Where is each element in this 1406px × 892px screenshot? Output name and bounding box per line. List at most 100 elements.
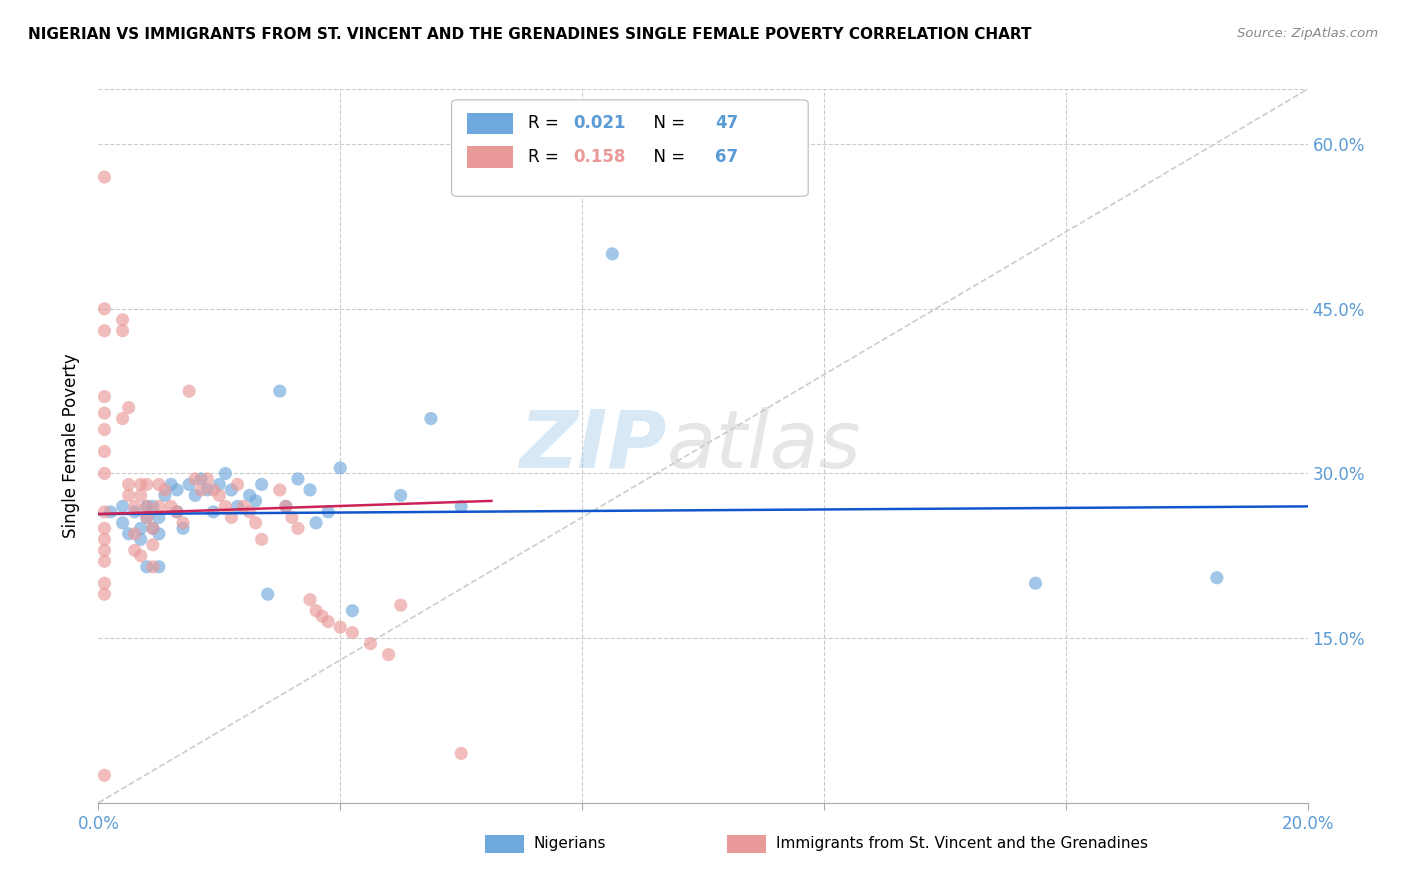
Text: 67: 67 xyxy=(716,148,738,166)
Point xyxy=(111,500,134,514)
Point xyxy=(342,604,364,618)
Point xyxy=(221,483,243,497)
Point xyxy=(93,543,115,558)
Point xyxy=(93,444,115,458)
Text: Immigrants from St. Vincent and the Grenadines: Immigrants from St. Vincent and the Gren… xyxy=(776,836,1147,851)
Point xyxy=(93,505,115,519)
Point xyxy=(129,521,152,535)
Point xyxy=(93,587,115,601)
Point xyxy=(239,505,262,519)
Point xyxy=(124,526,146,541)
Point xyxy=(93,301,115,316)
Point xyxy=(316,505,339,519)
Text: ZIP: ZIP xyxy=(519,407,666,485)
Point xyxy=(329,461,352,475)
Point xyxy=(118,401,141,415)
Point xyxy=(232,500,254,514)
Point xyxy=(450,747,472,761)
Point xyxy=(93,406,115,420)
Point xyxy=(148,510,170,524)
Point xyxy=(179,384,201,398)
Text: NIGERIAN VS IMMIGRANTS FROM ST. VINCENT AND THE GRENADINES SINGLE FEMALE POVERTY: NIGERIAN VS IMMIGRANTS FROM ST. VINCENT … xyxy=(28,27,1032,42)
Point xyxy=(184,472,207,486)
Point xyxy=(195,483,218,497)
Point xyxy=(148,500,170,514)
Point xyxy=(226,477,249,491)
Text: R =: R = xyxy=(527,148,564,166)
Point xyxy=(124,505,146,519)
Point xyxy=(195,472,218,486)
Point xyxy=(93,533,115,547)
Point xyxy=(221,510,243,524)
Bar xyxy=(467,112,513,134)
Point xyxy=(329,620,352,634)
Point xyxy=(135,510,157,524)
Point xyxy=(124,500,146,514)
Point xyxy=(118,477,141,491)
Point xyxy=(142,538,165,552)
Point xyxy=(118,488,141,502)
Point xyxy=(226,500,249,514)
Point xyxy=(342,625,364,640)
Bar xyxy=(467,146,513,168)
Point xyxy=(360,637,382,651)
Point xyxy=(208,477,231,491)
Text: atlas: atlas xyxy=(666,407,862,485)
Point xyxy=(129,488,152,502)
Point xyxy=(420,411,443,425)
Point xyxy=(118,526,141,541)
Point xyxy=(172,521,194,535)
Text: 0.158: 0.158 xyxy=(574,148,626,166)
Point xyxy=(269,483,291,497)
Point xyxy=(135,500,157,514)
Point xyxy=(142,500,165,514)
Point xyxy=(93,554,115,568)
Point xyxy=(202,505,225,519)
Point xyxy=(287,472,309,486)
Point xyxy=(148,559,170,574)
Point xyxy=(148,477,170,491)
Point xyxy=(148,526,170,541)
Text: Source: ZipAtlas.com: Source: ZipAtlas.com xyxy=(1237,27,1378,40)
Point xyxy=(129,549,152,563)
Point xyxy=(93,324,115,338)
Bar xyxy=(485,835,524,853)
Point xyxy=(316,615,339,629)
Point xyxy=(142,559,165,574)
Point xyxy=(377,648,399,662)
Point xyxy=(190,483,212,497)
Point xyxy=(160,500,183,514)
Point xyxy=(93,169,115,184)
Text: N =: N = xyxy=(643,114,690,132)
Point xyxy=(1206,571,1229,585)
Point xyxy=(100,505,122,519)
Point xyxy=(305,516,328,530)
Text: R =: R = xyxy=(527,114,564,132)
Point xyxy=(208,488,231,502)
Point xyxy=(166,505,188,519)
Point xyxy=(93,467,115,481)
Point xyxy=(245,516,267,530)
Point xyxy=(142,521,165,535)
Point xyxy=(142,521,165,535)
Point xyxy=(184,488,207,502)
Point xyxy=(1024,576,1046,591)
Point xyxy=(153,488,176,502)
Point xyxy=(135,477,157,491)
Point xyxy=(179,477,201,491)
Point xyxy=(274,500,297,514)
Point xyxy=(111,516,134,530)
Y-axis label: Single Female Poverty: Single Female Poverty xyxy=(62,354,80,538)
FancyBboxPatch shape xyxy=(451,100,808,196)
Point xyxy=(602,247,624,261)
Point xyxy=(299,483,322,497)
Point xyxy=(389,598,412,612)
Text: 47: 47 xyxy=(716,114,738,132)
Point xyxy=(166,505,188,519)
Bar xyxy=(727,835,766,853)
Point xyxy=(450,500,472,514)
Point xyxy=(190,472,212,486)
Point xyxy=(111,324,134,338)
Point xyxy=(389,488,412,502)
Point xyxy=(166,483,188,497)
